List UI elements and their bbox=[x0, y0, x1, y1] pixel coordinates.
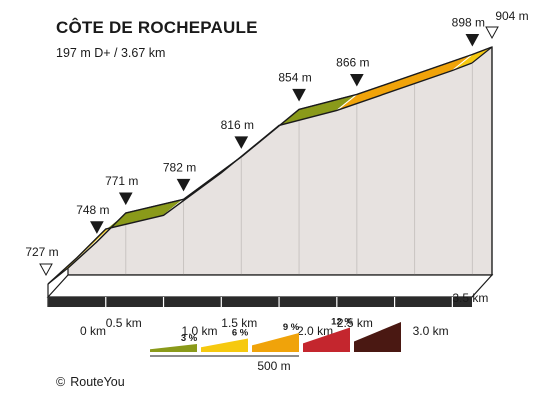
legend-label: 3 % bbox=[181, 333, 198, 344]
base-top-face bbox=[46, 274, 494, 298]
x-tick-label: 1.5 km bbox=[221, 316, 257, 330]
elevation-marker-label: 866 m bbox=[336, 55, 369, 69]
x-tick-label: 1.0 km bbox=[182, 324, 218, 338]
x-tick-label: 3.5 km bbox=[452, 291, 488, 305]
x-axis-tick-labels: 0 km0.5 km 1.0 km1.5 km 2.0 km 2.5 km 3.0 km… bbox=[80, 291, 488, 338]
elevation-marker-label: 898 m bbox=[452, 15, 485, 29]
elevation-marker-label: 748 m bbox=[76, 203, 109, 217]
legend-label: 6 % bbox=[232, 328, 249, 339]
elevation-marker-icon bbox=[176, 178, 191, 192]
elevation-marker-icon bbox=[292, 88, 306, 102]
profile-back-edge bbox=[67, 46, 493, 269]
profile-end-edge bbox=[471, 46, 493, 64]
elevation-marker-label: 782 m bbox=[163, 160, 196, 174]
brand-name: RouteYou bbox=[70, 375, 125, 389]
elevation-marker-label: 816 m bbox=[221, 118, 254, 132]
legend-scale-label: 500 m bbox=[257, 359, 290, 373]
copyright-symbol: © bbox=[56, 375, 66, 389]
legend-swatch bbox=[150, 344, 197, 352]
base-front-face bbox=[48, 297, 472, 307]
legend-swatch bbox=[354, 322, 401, 352]
elevation-marker-label: 727 m bbox=[25, 245, 58, 259]
gradient-legend: 3 % 6 % 9 % 12 % 500 m bbox=[150, 317, 401, 373]
elevation-marker-icon bbox=[90, 221, 104, 234]
routeyou-credit: © RouteYou bbox=[56, 375, 125, 389]
profile-base bbox=[46, 274, 494, 307]
x-tick-label: 0.5 km bbox=[106, 316, 142, 330]
legend-swatch bbox=[303, 327, 350, 352]
elevation-markers: 727 m 748 m 771 m 782 m 816 m 854 m 866 m 898 m… bbox=[25, 9, 529, 277]
legend-label: 12 % bbox=[331, 317, 353, 328]
profile-end-edge bbox=[47, 267, 69, 285]
elevation-marker-icon bbox=[349, 73, 364, 87]
legend-swatch bbox=[201, 338, 248, 352]
elevation-marker-icon bbox=[465, 33, 480, 47]
elevation-marker-icon bbox=[485, 26, 499, 40]
x-tick-label: 2.0 km bbox=[297, 324, 333, 338]
x-tick-label: 0 km bbox=[80, 324, 106, 338]
chart-subtitle: 197 m D+ / 3.67 km bbox=[56, 46, 166, 60]
x-tick-label: 2.5 km bbox=[337, 316, 373, 330]
profile-front-edge bbox=[47, 62, 473, 285]
profile-gradient-bands bbox=[47, 46, 493, 307]
legend-label: 9 % bbox=[283, 322, 300, 333]
x-tick-label: 3.0 km bbox=[413, 324, 449, 338]
chart-title: CÔTE DE ROCHEPAULE bbox=[56, 18, 258, 37]
elevation-marker-icon bbox=[234, 136, 249, 149]
elevation-marker-icon bbox=[118, 192, 133, 206]
elevation-marker-icon bbox=[39, 263, 53, 277]
elevation-marker-label: 854 m bbox=[278, 70, 311, 84]
elevation-marker-label: 904 m bbox=[495, 9, 528, 23]
legend-swatch bbox=[252, 333, 299, 352]
elevation-marker-label: 771 m bbox=[105, 174, 138, 188]
